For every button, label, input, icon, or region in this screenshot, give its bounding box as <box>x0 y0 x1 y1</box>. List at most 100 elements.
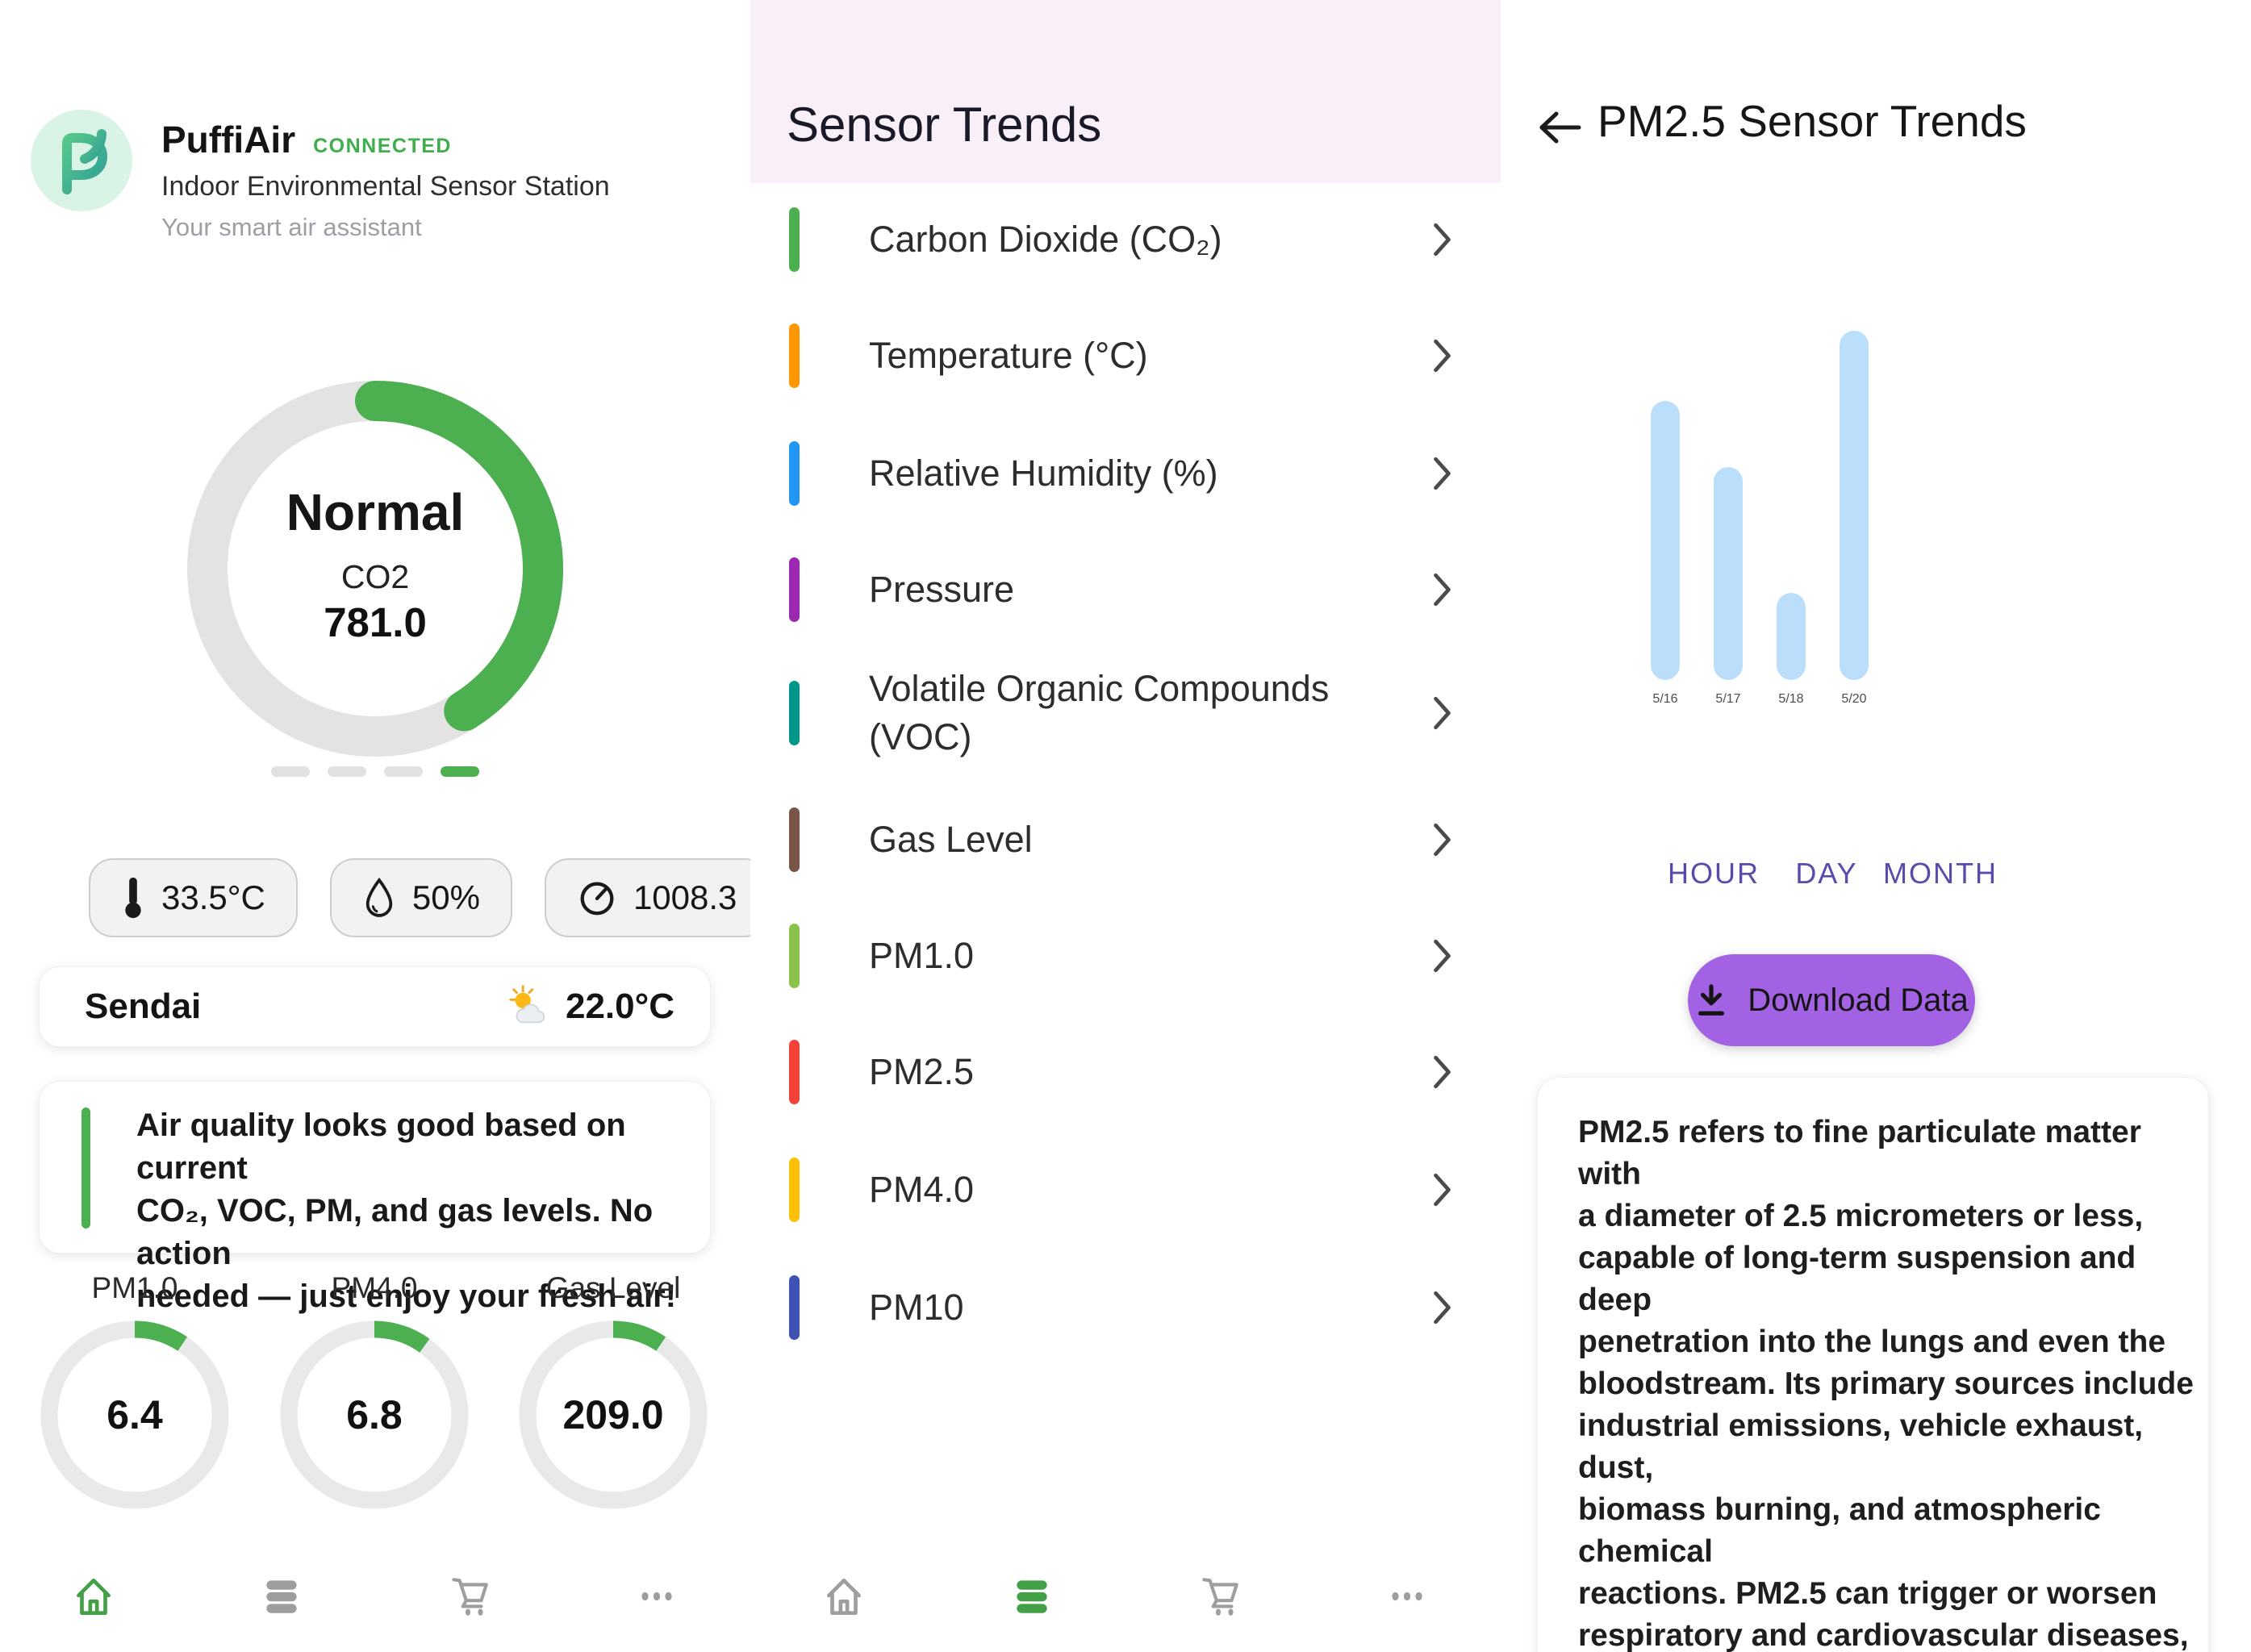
download-button-label: Download Data <box>1748 982 1969 1018</box>
mini-gauge-ring: 6.4 <box>38 1318 232 1512</box>
sensor-trend-item-temperature-c[interactable]: Temperature (°C) <box>750 287 1501 424</box>
sensor-trend-item-pm10[interactable]: PM10 <box>750 1239 1501 1376</box>
sensor-trend-label: PM1.0 <box>869 935 975 976</box>
sensor-trend-item-carbon-dioxide-co[interactable]: Carbon Dioxide (CO₂) <box>750 171 1501 308</box>
download-data-button[interactable]: Download Data <box>1688 954 1975 1046</box>
stat-chip-pressure-gauge[interactable]: 1008.3 <box>544 858 770 937</box>
chevron-right-icon <box>1434 1291 1451 1325</box>
thermometer-icon <box>125 877 141 919</box>
sensor-color-bar <box>789 1275 800 1340</box>
app-title: PuffiAir <box>161 119 296 161</box>
chevron-right-icon <box>1434 1173 1451 1207</box>
sensor-trend-label: Pressure <box>869 569 1015 610</box>
chevron-right-icon <box>1434 696 1451 730</box>
app-subtitle: Indoor Environmental Sensor Station <box>161 171 610 202</box>
advice-accent-bar <box>81 1108 90 1229</box>
chart-bar-5-18 <box>1777 593 1806 680</box>
screen-pm25-detail: PM2.5 Sensor Trends 5/16 5/17 5/18 5/20 HOU… <box>1501 0 2251 1652</box>
puffiair-logo <box>31 110 132 211</box>
weather-card[interactable]: Sendai 22.0°C <box>39 966 711 1047</box>
mini-gauge-ring: 6.8 <box>278 1318 471 1512</box>
nav-trends[interactable] <box>1009 1573 1055 1620</box>
pm25-detail-title: PM2.5 Sensor Trends <box>1597 96 2027 146</box>
sensor-trend-item-pm4-0[interactable]: PM4.0 <box>750 1121 1501 1258</box>
co2-gauge: Normal CO2 781.0 <box>186 379 565 758</box>
droplet-icon <box>365 877 393 917</box>
sensor-color-bar <box>789 323 800 388</box>
more-icon <box>641 1592 672 1601</box>
sensor-trend-label: PM10 <box>869 1287 964 1328</box>
chart-x-label: 5/16 <box>1652 692 1678 706</box>
chevron-right-icon <box>1434 457 1451 490</box>
sensor-color-bar <box>789 924 800 988</box>
chart-bar-5-17 <box>1714 467 1743 680</box>
sensor-color-bar <box>789 207 800 272</box>
advice-text: Air quality looks good based on current … <box>136 1108 677 1314</box>
back-button[interactable] <box>1535 110 1584 145</box>
sensor-color-bar <box>789 441 800 506</box>
sensor-trend-item-relative-humidity[interactable]: Relative Humidity (%) <box>750 405 1501 542</box>
sensor-trend-label: Carbon Dioxide (CO₂) <box>869 219 1222 260</box>
stat-chip-value: 1008.3 <box>633 878 737 916</box>
stat-chip-value: 33.5°C <box>161 878 265 916</box>
mini-gauge-ring: 209.0 <box>516 1318 710 1512</box>
page-dot-2 <box>328 766 366 777</box>
sensor-trend-item-pm1-0[interactable]: PM1.0 <box>750 887 1501 1024</box>
nav-home[interactable] <box>821 1573 867 1620</box>
stat-chip-droplet[interactable]: 50% <box>329 858 512 937</box>
sensor-trend-label: PM4.0 <box>869 1169 975 1210</box>
chart-bar-5-16 <box>1651 401 1680 680</box>
sensor-trend-item-gas-level[interactable]: Gas Level <box>750 771 1501 908</box>
co2-value: 781.0 <box>324 599 427 645</box>
trends-list-icon <box>1017 1580 1047 1613</box>
sensor-trend-label: Temperature (°C) <box>869 335 1148 376</box>
sensor-trend-label: Relative Humidity (%) <box>869 453 1218 494</box>
nav-more[interactable] <box>633 1573 680 1620</box>
chevron-right-icon <box>1434 823 1451 857</box>
app-tagline: Your smart air assistant <box>161 213 422 241</box>
pm25-description-card: PM2.5 refers to fine particulate matter … <box>1537 1077 2209 1652</box>
tab-day[interactable]: DAY <box>1795 857 1858 890</box>
mini-gauge-pm4-0: PM4.0 6.8 <box>261 1271 487 1512</box>
page-dot-4 <box>441 766 479 777</box>
time-range-tabs: HOUR DAY MONTH <box>1657 857 1996 891</box>
chevron-right-icon <box>1434 339 1451 373</box>
back-arrow-icon <box>1539 111 1581 144</box>
co2-metric-label: CO2 <box>340 558 410 595</box>
chevron-right-icon <box>1434 573 1451 607</box>
sensor-trend-item-pressure[interactable]: Pressure <box>750 521 1501 658</box>
mini-gauge-label: PM4.0 <box>331 1271 418 1304</box>
tab-month[interactable]: MONTH <box>1883 857 1998 890</box>
chevron-right-icon <box>1434 223 1451 257</box>
tab-hour[interactable]: HOUR <box>1668 857 1760 890</box>
stat-chip-thermometer[interactable]: 33.5°C <box>89 858 298 937</box>
chart-x-label: 5/18 <box>1778 692 1804 706</box>
stat-chip-value: 50% <box>411 878 480 916</box>
bottom-nav-home-screen <box>0 1552 750 1641</box>
air-quality-advice-card: Air quality looks good based on current … <box>39 1081 711 1314</box>
home-icon <box>77 1578 111 1616</box>
trends-list-icon <box>266 1580 297 1613</box>
nav-more[interactable] <box>1384 1573 1430 1620</box>
home-icon <box>827 1578 862 1616</box>
sensor-trend-label: Gas Level <box>869 819 1033 860</box>
nav-shop[interactable] <box>1196 1573 1242 1620</box>
sensor-trend-label: Volatile Organic Compounds (VOC) <box>869 668 1330 757</box>
mini-gauge-value: 6.4 <box>106 1392 163 1437</box>
sensor-trend-item-pm2-5[interactable]: PM2.5 <box>750 1003 1501 1141</box>
mini-gauge-value: 6.8 <box>346 1392 403 1437</box>
mini-gauge-pm1-0: PM1.0 6.4 <box>22 1271 248 1512</box>
co2-gauge-ring <box>187 381 563 757</box>
sensor-trends-title: Sensor Trends <box>787 98 1102 152</box>
chart-bar-5-20 <box>1840 331 1869 680</box>
sensor-color-bar <box>789 1158 800 1222</box>
sensor-trend-item-volatile-organic-compounds[interactable]: Volatile Organic Compounds (VOC) <box>750 645 1501 782</box>
nav-shop[interactable] <box>445 1573 492 1620</box>
chart-x-label: 5/20 <box>1841 692 1867 706</box>
nav-trends[interactable] <box>258 1573 305 1620</box>
connection-status-badge: CONNECTED <box>313 135 452 157</box>
nav-home[interactable] <box>70 1573 117 1620</box>
cart-icon <box>1202 1578 1239 1616</box>
mini-gauge-label: PM1.0 <box>91 1271 178 1304</box>
